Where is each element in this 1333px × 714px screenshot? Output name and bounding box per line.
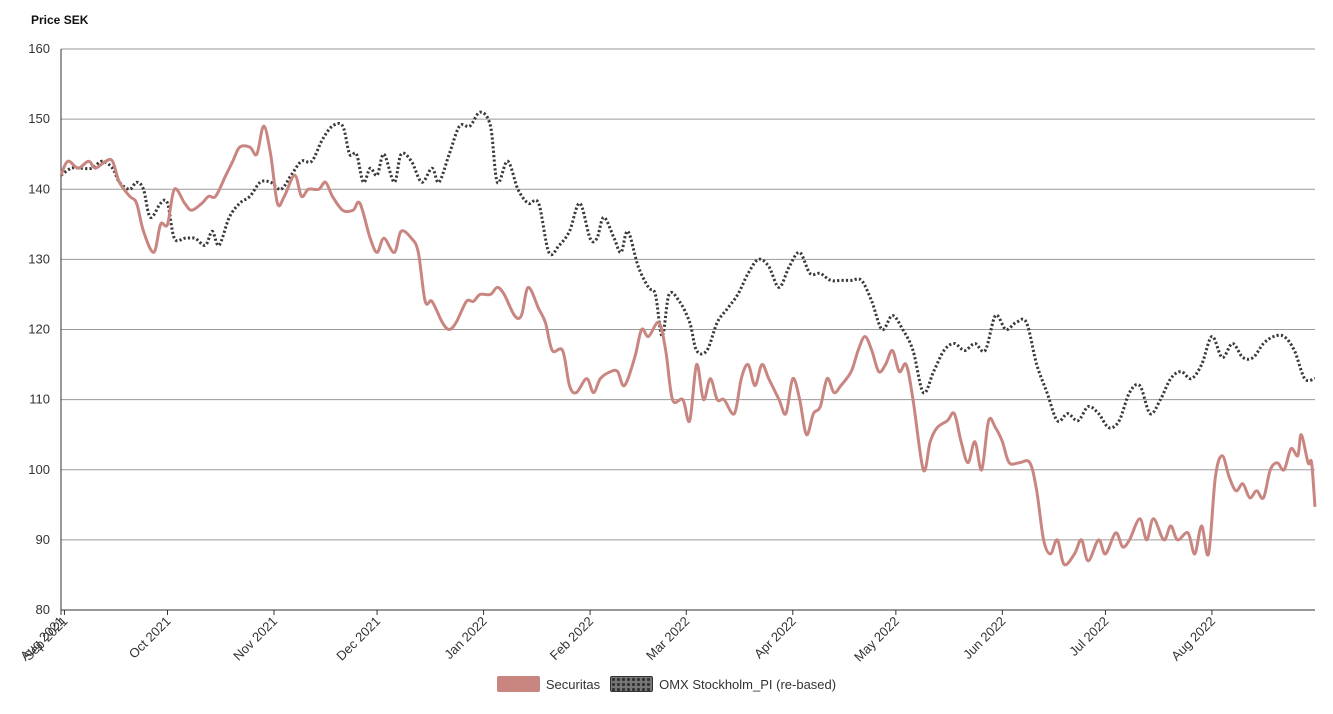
x-tick-12: Aug 2022	[1168, 614, 1218, 664]
x-tick-7: Mar 2022	[643, 614, 692, 663]
y-axis-title: Price SEK	[31, 13, 89, 27]
y-tick-150: 150	[28, 111, 50, 126]
legend-swatch-omx	[610, 676, 654, 692]
legend-label-securitas: Securitas	[545, 676, 601, 692]
y-tick-100: 100	[28, 462, 50, 477]
legend-label-omx: OMX Stockholm_PI (re-based)	[659, 676, 837, 692]
y-tick-labels: 80 90 100 110 120 130 140 150 160	[28, 41, 50, 617]
series-line-securitas	[59, 124, 1317, 567]
y-tick-90: 90	[36, 532, 50, 547]
x-tick-2: Oct 2021	[126, 614, 174, 662]
x-tick-6: Feb 2022	[547, 614, 596, 663]
gridlines	[60, 48, 1315, 611]
legend-swatch-securitas	[496, 676, 540, 692]
legend-item-securitas[interactable]: Securitas	[496, 676, 601, 692]
x-tick-5: Jan 2022	[441, 614, 489, 662]
legend: Securitas OMX Stockholm_PI (re-based)	[0, 676, 1333, 692]
x-tick-4: Dec 2021	[333, 614, 383, 664]
x-tick-1: Sep 2021	[21, 614, 71, 664]
legend-item-omx[interactable]: OMX Stockholm_PI (re-based)	[610, 676, 836, 692]
y-tick-130: 130	[28, 251, 50, 266]
x-tick-3: Nov 2021	[230, 614, 280, 664]
x-tick-11: Jul 2022	[1066, 614, 1111, 659]
y-tick-160: 160	[28, 41, 50, 56]
x-tick-10: Jun 2022	[960, 614, 1008, 662]
x-tick-9: May 2022	[851, 614, 902, 665]
y-tick-110: 110	[29, 392, 50, 407]
y-tick-120: 120	[28, 322, 50, 337]
y-tick-80: 80	[36, 602, 50, 617]
x-tick-8: Apr 2022	[751, 614, 799, 662]
y-tick-140: 140	[28, 181, 50, 196]
series-line-omx	[60, 110, 1316, 430]
series-lines	[59, 110, 1317, 567]
